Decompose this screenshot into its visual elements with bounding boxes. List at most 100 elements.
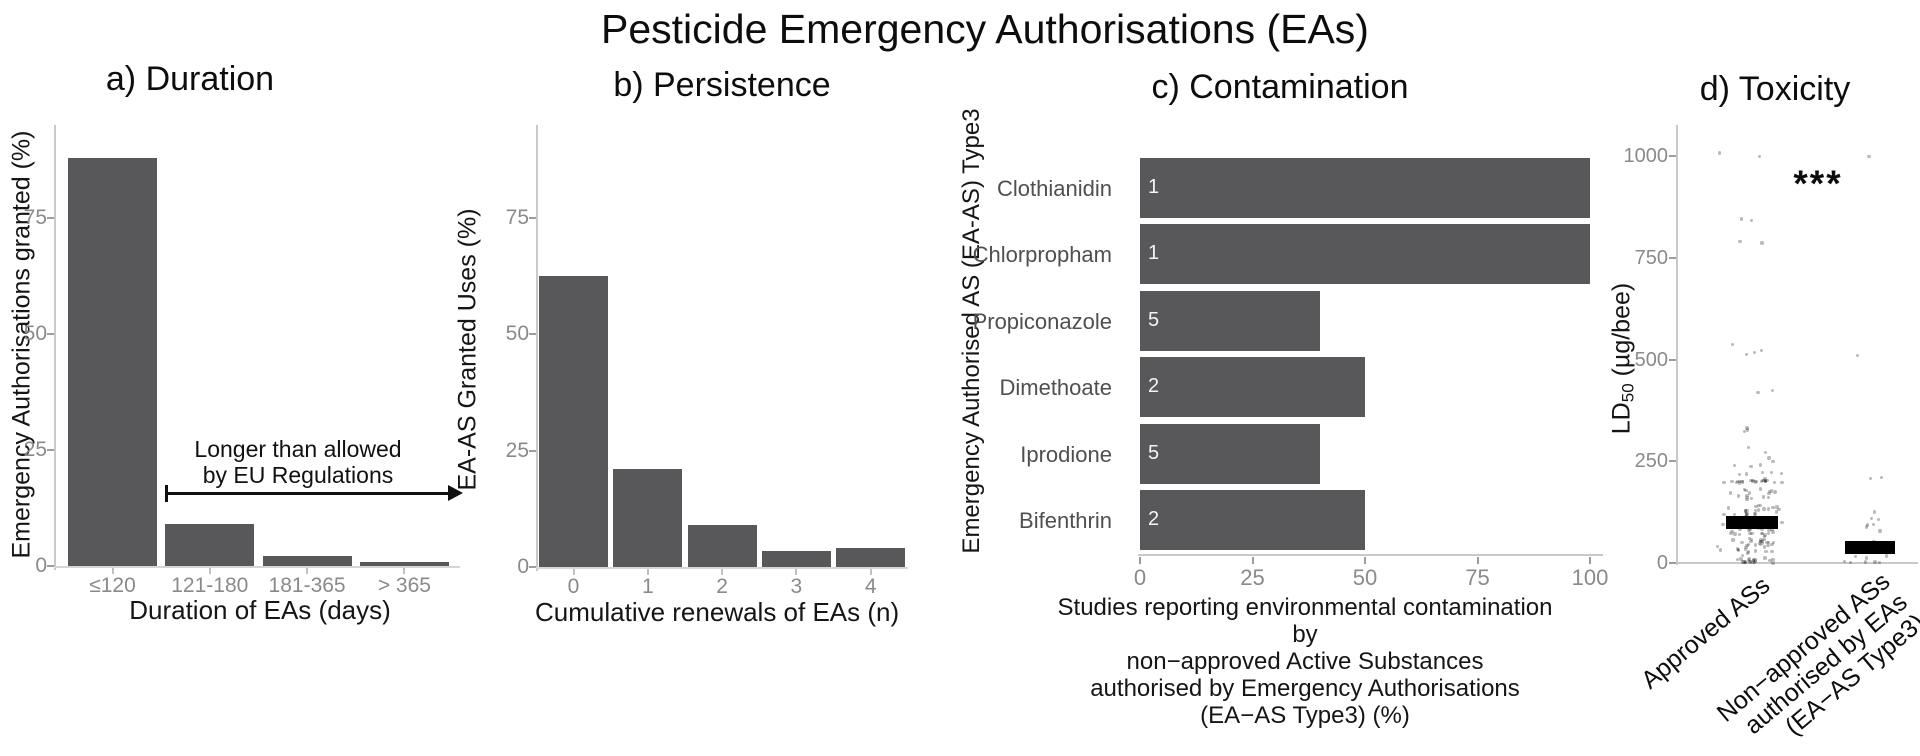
data-point bbox=[1748, 527, 1752, 532]
data-point bbox=[1767, 489, 1772, 494]
data-point bbox=[1780, 480, 1784, 485]
bar-persistence-0 bbox=[539, 276, 608, 567]
data-point bbox=[1746, 551, 1750, 555]
panel-d-title: d) Toxicity bbox=[1699, 70, 1851, 108]
data-point bbox=[1747, 557, 1752, 561]
data-point bbox=[1733, 532, 1737, 536]
data-point bbox=[1749, 464, 1753, 469]
data-point bbox=[1868, 476, 1873, 480]
data-point bbox=[1756, 503, 1761, 508]
bar-contamination-1 bbox=[1140, 224, 1590, 285]
x-tick-label: 100 bbox=[1571, 565, 1609, 590]
data-point bbox=[1767, 523, 1771, 527]
data-point bbox=[1743, 509, 1748, 513]
data-point bbox=[1749, 539, 1753, 544]
x-tick-mark bbox=[208, 568, 211, 574]
ld50-label-prefix: LD bbox=[1607, 402, 1636, 435]
data-point bbox=[1751, 560, 1755, 564]
data-point bbox=[1771, 459, 1775, 464]
data-point bbox=[1773, 490, 1777, 494]
data-point bbox=[1753, 512, 1757, 516]
y-tick-mark bbox=[529, 566, 536, 568]
data-point bbox=[1760, 541, 1765, 546]
data-point bbox=[1748, 560, 1752, 564]
data-point bbox=[1739, 519, 1743, 524]
data-point bbox=[1762, 537, 1766, 542]
data-point bbox=[1748, 531, 1752, 536]
data-point bbox=[1767, 516, 1771, 521]
data-point bbox=[1750, 537, 1754, 542]
y-category-label: Propiconazole bbox=[972, 308, 1112, 334]
data-point bbox=[1749, 479, 1753, 483]
data-point bbox=[1754, 512, 1758, 516]
panel-a-title: a) Duration bbox=[105, 60, 275, 98]
data-point bbox=[1759, 348, 1764, 353]
data-point bbox=[1758, 154, 1762, 159]
data-point bbox=[1859, 546, 1863, 551]
significance-stars: *** bbox=[1793, 163, 1843, 204]
data-point bbox=[1735, 547, 1740, 551]
data-point bbox=[1756, 519, 1761, 523]
data-point bbox=[1745, 495, 1749, 500]
y-category-label: Dimethoate bbox=[999, 375, 1112, 401]
data-point bbox=[1872, 539, 1876, 544]
data-point bbox=[1763, 533, 1767, 537]
data-point bbox=[1768, 558, 1772, 563]
data-point bbox=[1744, 515, 1748, 519]
data-point bbox=[1745, 508, 1749, 513]
data-point bbox=[1736, 494, 1741, 498]
data-point bbox=[1741, 560, 1745, 564]
data-point bbox=[1770, 388, 1775, 393]
data-point bbox=[1771, 561, 1775, 565]
y-axis-line bbox=[54, 125, 56, 570]
data-point bbox=[1744, 560, 1748, 565]
data-point bbox=[1866, 523, 1870, 527]
data-point bbox=[1737, 547, 1741, 551]
median-bar bbox=[1726, 515, 1778, 529]
data-point bbox=[1736, 519, 1740, 523]
data-point bbox=[1774, 516, 1778, 520]
y-axis-line bbox=[1676, 125, 1678, 565]
data-point bbox=[1868, 550, 1872, 555]
data-point bbox=[1730, 480, 1734, 484]
bar-contamination-0 bbox=[1140, 158, 1590, 218]
data-point bbox=[1731, 538, 1735, 542]
data-point bbox=[1764, 450, 1768, 455]
data-point bbox=[1767, 491, 1771, 496]
data-point bbox=[1749, 520, 1753, 524]
data-point bbox=[1751, 558, 1756, 563]
data-point bbox=[1747, 528, 1751, 532]
data-point bbox=[1766, 495, 1770, 500]
data-point bbox=[1715, 545, 1720, 549]
y-axis-line bbox=[536, 125, 538, 571]
data-point bbox=[1762, 534, 1766, 538]
x-tick-mark bbox=[721, 569, 724, 575]
data-point bbox=[1738, 520, 1743, 525]
data-point bbox=[1743, 547, 1748, 552]
data-point bbox=[1742, 560, 1746, 564]
data-point bbox=[1879, 476, 1883, 480]
data-point bbox=[1741, 519, 1745, 523]
data-point bbox=[1763, 479, 1768, 484]
bar-value-label: 2 bbox=[1148, 375, 1160, 398]
bar-duration-1 bbox=[165, 524, 255, 566]
data-point bbox=[1884, 549, 1888, 553]
bar-persistence-4 bbox=[836, 548, 906, 567]
data-point bbox=[1717, 151, 1722, 155]
data-point bbox=[1737, 479, 1742, 483]
data-point bbox=[1780, 520, 1784, 525]
data-point bbox=[1887, 550, 1892, 555]
x-tick-mark bbox=[1476, 557, 1479, 564]
data-point bbox=[1760, 531, 1765, 536]
y-tick-label: 0 bbox=[517, 555, 529, 578]
data-point bbox=[1884, 554, 1889, 558]
data-point bbox=[1766, 540, 1771, 545]
data-point bbox=[1770, 527, 1774, 531]
x-tick-label: 75 bbox=[1465, 565, 1490, 590]
data-point bbox=[1767, 456, 1771, 460]
median-bar bbox=[1845, 541, 1895, 555]
x-category-label: 1 bbox=[641, 575, 654, 598]
x-tick-mark bbox=[572, 569, 575, 575]
ld50-label-units: (µg/bee) bbox=[1607, 282, 1636, 384]
data-point bbox=[1769, 489, 1774, 493]
